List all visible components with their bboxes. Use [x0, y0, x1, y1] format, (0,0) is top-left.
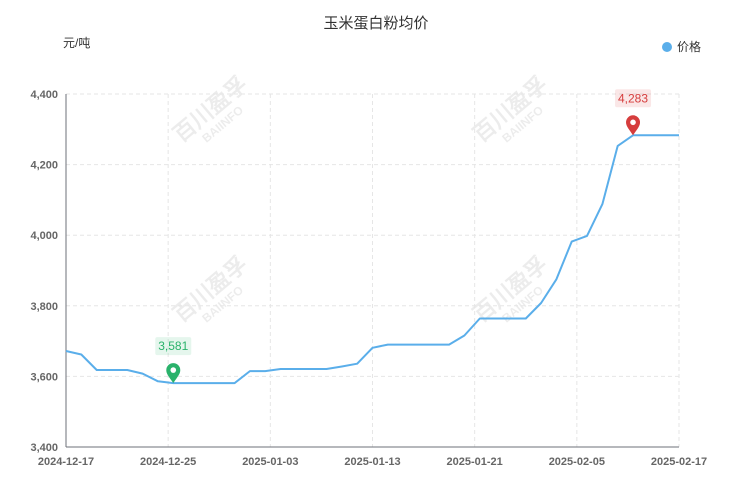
y-tick-label: 4,400: [30, 89, 58, 101]
pin-dot: [170, 367, 177, 373]
marker-label-bg: [155, 337, 192, 356]
y-tick-label: 4,000: [30, 230, 58, 242]
marker-label-bg: [615, 89, 652, 108]
marker-label: 3,581: [158, 339, 188, 353]
chart-title: 玉米蛋白粉均价: [323, 15, 428, 32]
pin-dot: [630, 119, 636, 126]
map-pin-icon: [166, 363, 181, 384]
axes: [65, 94, 679, 448]
x-tick-label: 2025-01-03: [242, 456, 298, 468]
markers: 3,581 4,283: [155, 89, 652, 384]
x-tick-label: 2024-12-17: [38, 456, 94, 468]
x-tick-label: 2024-12-25: [140, 456, 196, 468]
max-marker: 4,283: [615, 89, 652, 136]
y-tick-label: 3,800: [30, 301, 58, 313]
map-pin-icon: [626, 115, 641, 136]
x-ticks: 2024-12-17 2024-12-25 2025-01-03 2025-01-13…: [38, 456, 707, 468]
legend-dot-icon: [662, 42, 672, 52]
series-line-price[interactable]: [65, 134, 679, 385]
y-tick-label: 3,600: [30, 371, 58, 383]
marker-label: 4,283: [618, 91, 648, 105]
legend-label: 价格: [677, 39, 701, 54]
y-tick-label: 3,400: [30, 442, 58, 454]
y-ticks: 3,400 3,600 3,800 4,000 4,200 4,400: [30, 89, 58, 454]
y-tick-label: 4,200: [30, 160, 58, 172]
x-tick-label: 2025-02-17: [651, 456, 707, 468]
legend[interactable]: 价格: [662, 39, 701, 54]
grid: [66, 93, 680, 447]
x-tick-label: 2025-01-13: [344, 456, 400, 468]
min-marker: 3,581: [155, 337, 192, 384]
y-axis-unit: 元/吨: [63, 36, 90, 50]
x-tick-label: 2025-02-05: [549, 456, 605, 468]
x-tick-label: 2025-01-21: [447, 456, 503, 468]
